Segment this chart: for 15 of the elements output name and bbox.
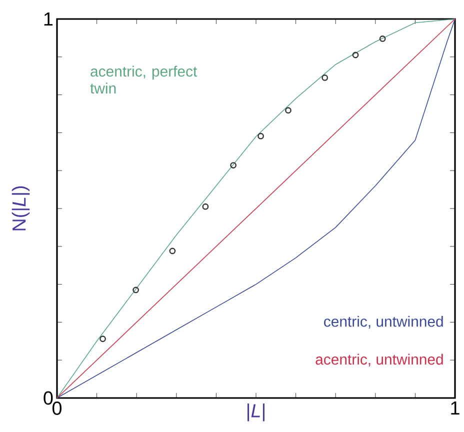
point bbox=[169, 248, 176, 254]
point bbox=[230, 162, 237, 168]
point bbox=[352, 52, 359, 58]
point bbox=[202, 203, 209, 210]
x-axis-title: |L| bbox=[248, 404, 264, 422]
text: acentric, perfect twin bbox=[90, 66, 198, 94]
point bbox=[132, 286, 139, 294]
point bbox=[100, 336, 106, 342]
point bbox=[285, 107, 292, 114]
y-axis-title: N(|L|) bbox=[12, 186, 30, 230]
point bbox=[322, 74, 328, 81]
text: centric, untwinned bbox=[324, 316, 443, 329]
point bbox=[379, 36, 386, 42]
point bbox=[258, 132, 264, 140]
text: acentric, untwinned bbox=[316, 354, 443, 366]
